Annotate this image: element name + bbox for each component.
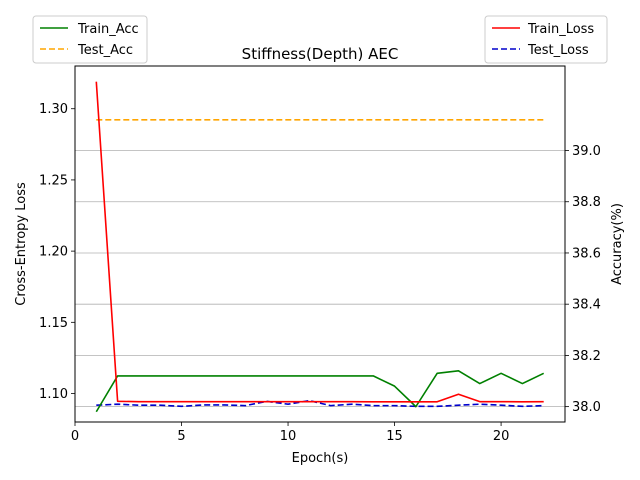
right-y-tick-label-3: 38.6 bbox=[572, 246, 601, 261]
right-y-tick-label-5: 39.0 bbox=[572, 144, 601, 159]
left-y-tick-label-4: 1.30 bbox=[39, 102, 68, 117]
x-axis-label: Epoch(s) bbox=[292, 451, 349, 466]
x-tick-label-4: 20 bbox=[493, 429, 510, 444]
legend-train-loss-label: Train_Loss bbox=[527, 22, 594, 37]
legend-left: Train_Acc Test_Acc bbox=[32, 15, 148, 64]
x-axis: 0 5 10 15 20 bbox=[71, 422, 510, 444]
series-line-test-loss bbox=[96, 399, 544, 408]
x-tick-label-1: 5 bbox=[177, 429, 185, 444]
series-layer bbox=[95, 81, 545, 413]
left-y-tick-label-0: 1.10 bbox=[39, 387, 68, 402]
left-y-tick-label-2: 1.20 bbox=[39, 245, 68, 260]
left-y-tick-label-1: 1.15 bbox=[39, 316, 68, 331]
legend-test-acc-label: Test_Acc bbox=[77, 43, 133, 58]
legend-test-loss-label: Test_Loss bbox=[527, 43, 589, 58]
left-y-axis-label: Cross-Entropy Loss bbox=[14, 182, 29, 306]
series-line-train-loss bbox=[95, 81, 544, 403]
plot-frame bbox=[74, 65, 566, 423]
left-y-axis: 1.10 1.15 1.20 1.25 1.30 bbox=[39, 102, 75, 402]
legend-train-acc-label: Train_Acc bbox=[77, 22, 139, 37]
right-y-axis: 38.0 38.2 38.4 38.6 38.8 39.0 bbox=[565, 144, 601, 415]
left-y-tick-label-3: 1.25 bbox=[39, 173, 68, 188]
gridlines bbox=[75, 150, 565, 408]
series-line-train-acc bbox=[95, 369, 545, 413]
chart-title: Stiffness(Depth) AEC bbox=[242, 45, 399, 63]
right-y-tick-label-4: 38.8 bbox=[572, 195, 601, 210]
right-y-tick-label-0: 38.0 bbox=[572, 400, 601, 415]
right-y-axis-label: Accuracy(%) bbox=[610, 203, 625, 285]
legend-right: Train_Loss Test_Loss bbox=[484, 15, 608, 64]
x-tick-label-0: 0 bbox=[71, 429, 79, 444]
x-tick-label-2: 10 bbox=[280, 429, 297, 444]
x-tick-label-3: 15 bbox=[386, 429, 403, 444]
right-y-tick-label-2: 38.4 bbox=[572, 298, 601, 313]
right-y-tick-label-1: 38.2 bbox=[572, 349, 601, 364]
